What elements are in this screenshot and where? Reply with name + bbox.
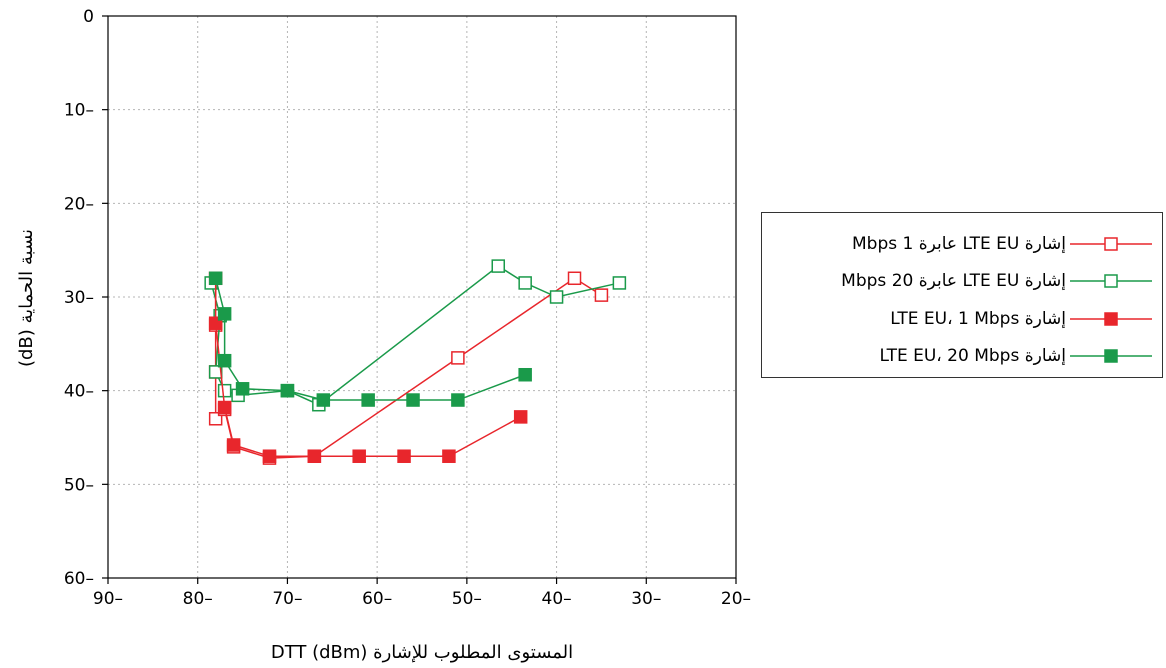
legend-label: إشارة LTE EU، 20 Mbps <box>879 346 1066 366</box>
x-tick-label: 60– <box>362 589 392 609</box>
y-tick-label: 50– <box>64 475 94 495</box>
data-point-open <box>518 276 532 290</box>
legend-symbol-filled-square-green <box>1070 349 1152 363</box>
data-point-filled <box>262 449 277 463</box>
series-2 <box>204 259 627 412</box>
legend-item: إشارة LTE EU عابرة 20 Mbps <box>762 266 1162 296</box>
data-point-filled <box>361 393 375 407</box>
data-point-open <box>451 351 465 365</box>
data-point-filled <box>217 400 232 415</box>
series-line <box>210 265 620 406</box>
y-tick-label: 0 <box>83 7 94 27</box>
series-1 <box>208 271 609 465</box>
data-point-filled <box>316 393 331 407</box>
legend-item: إشارة LTE EU، 20 Mbps <box>762 341 1162 371</box>
legend-label: إشارة LTE EU عابرة 1 Mbps <box>851 234 1066 254</box>
legend-symbol-open-square-green <box>1070 274 1152 288</box>
data-point-open <box>217 383 232 398</box>
data-point-filled <box>406 393 420 407</box>
legend-item: إشارة LTE EU عابرة 1 Mbps <box>762 229 1162 259</box>
x-tick-label: 40– <box>542 589 572 609</box>
y-axis-title: نسبة الحماية (dB) <box>16 229 37 367</box>
chart-svg: 90– 80– 70– 60– 50– 40– 30– 20– 0 10– 20– 30– 40– 50–… <box>16 7 751 663</box>
legend-item: إشارة LTE EU، 1 Mbps <box>762 304 1162 334</box>
y-tick-label: 40– <box>64 382 94 402</box>
data-point-filled <box>226 438 241 452</box>
data-point-filled <box>208 271 223 286</box>
data-point-filled <box>307 449 322 463</box>
data-point-filled <box>442 449 456 463</box>
data-point-filled <box>518 367 532 382</box>
data-point-filled <box>397 449 411 463</box>
y-tick-label: 10– <box>64 101 94 121</box>
data-point-open <box>612 276 627 290</box>
legend-label: إشارة LTE EU عابرة 20 Mbps <box>841 271 1066 291</box>
data-point-filled <box>352 449 366 463</box>
data-point-open <box>549 290 564 304</box>
x-axis-title: المستوى المطلوب للإشارة DTT (dBm) <box>271 642 573 663</box>
x-tick-label: 70– <box>272 589 302 609</box>
legend-symbol-filled-square-red <box>1070 312 1152 326</box>
series-line <box>214 277 602 459</box>
data-point-open <box>567 271 582 286</box>
series-layer <box>204 259 627 465</box>
legend-symbol-open-square-red <box>1070 237 1152 251</box>
legend-label: إشارة LTE EU، 1 Mbps <box>890 309 1066 329</box>
y-tick-label: 20– <box>64 194 94 214</box>
data-point-filled <box>280 383 295 398</box>
data-point-open <box>208 365 223 379</box>
data-point-open <box>594 288 609 302</box>
x-tick-label: 50– <box>452 589 482 609</box>
series-line <box>214 278 526 401</box>
data-point-filled <box>513 410 528 424</box>
data-point-filled <box>217 353 232 368</box>
data-point-open <box>491 259 506 273</box>
legend: إشارة LTE EU عابرة 1 Mbps إشارة LTE EU ع… <box>761 212 1163 378</box>
data-point-filled <box>451 393 465 407</box>
data-point-filled <box>217 307 232 321</box>
y-tick-label: 60– <box>64 569 94 589</box>
x-tick-label: 30– <box>631 589 661 609</box>
plot-area-frame <box>107 15 737 579</box>
data-point-filled <box>235 382 250 396</box>
axis-ticks: 90– 80– 70– 60– 50– 40– 30– 20– 0 10– 20– 30– 40– 50–… <box>64 7 751 609</box>
x-tick-label: 20– <box>721 589 751 609</box>
x-tick-label: 80– <box>183 589 213 609</box>
y-tick-label: 30– <box>64 288 94 308</box>
x-tick-label: 90– <box>93 589 123 609</box>
grid <box>108 16 736 578</box>
series-4 <box>208 271 532 407</box>
